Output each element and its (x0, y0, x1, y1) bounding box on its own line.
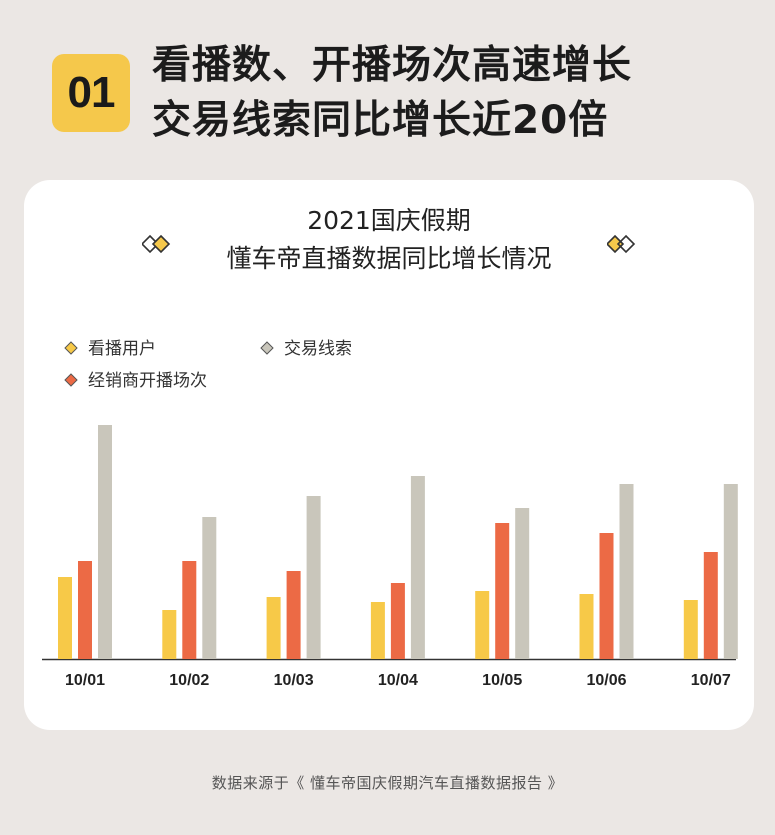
diamond-decoration-right-icon (607, 234, 636, 254)
x-tick-label: 10/07 (691, 672, 731, 689)
bar-leads-10-04 (410, 476, 425, 659)
bar-leads-10-02 (202, 517, 217, 659)
bar-sessions-10-01 (78, 561, 92, 659)
bar-viewers-10-02 (162, 610, 177, 659)
data-source-note: 数据来源于《 懂车帝国庆假期汽车直播数据报告 》 (211, 774, 564, 792)
bar-viewers-10-06 (579, 594, 594, 659)
section-number-badge: 01 (52, 54, 130, 132)
bar-leads-10-03 (306, 496, 321, 659)
bar-sessions-10-06 (599, 533, 614, 659)
bar-sessions-10-03 (286, 571, 301, 659)
legend-label-leads: 交易线索 (284, 339, 352, 359)
chart-title-line-2: 懂车帝直播数据同比增长情况 (226, 244, 552, 273)
legend-item-leads: 交易线索 (260, 338, 352, 360)
chart-title: 2021国庆假期 懂车帝直播数据同比增长情况 (24, 202, 754, 278)
legend-diamond-leads-icon (260, 340, 274, 355)
legend-item-viewers: 看播用户 (64, 338, 156, 360)
legend-diamond-sessions-icon (64, 372, 78, 387)
bar-sessions-10-05 (495, 523, 510, 659)
x-tick-label: 10/06 (586, 672, 626, 689)
legend-diamond-viewers-icon (64, 340, 78, 355)
legend-item-sessions: 经销商开播场次 (64, 370, 207, 392)
legend-label-viewers: 看播用户 (88, 339, 156, 359)
chart-card: 2021国庆假期 懂车帝直播数据同比增长情况 看播用户 交易线索 经销商开播场次… (24, 180, 754, 730)
legend-label-sessions: 经销商开播场次 (88, 371, 207, 391)
x-tick-label: 10/05 (482, 672, 522, 689)
chart-title-line-1: 2021国庆假期 (307, 206, 471, 235)
x-tick-label: 10/04 (378, 672, 418, 689)
header: 01 看播数、开播场次高速增长 交易线索同比增长近20倍 (52, 36, 752, 166)
bar-leads-10-06 (619, 484, 634, 659)
bar-sessions-10-02 (182, 561, 197, 659)
headline-line-1: 看播数、开播场次高速增长 (152, 43, 633, 88)
headline-line-2: 交易线索同比增长近20倍 (152, 98, 609, 143)
bar-viewers-10-07 (683, 600, 698, 659)
bar-viewers-10-03 (266, 597, 281, 659)
x-tick-label: 10/01 (65, 672, 105, 689)
x-tick-label: 10/03 (274, 672, 314, 689)
bar-sessions-10-04 (390, 583, 405, 659)
bar-leads-10-01 (98, 425, 112, 659)
bar-viewers-10-05 (475, 591, 490, 659)
bar-leads-10-05 (515, 508, 530, 659)
bar-sessions-10-07 (703, 552, 718, 659)
headline: 看播数、开播场次高速增长 交易线索同比增长近20倍 (152, 38, 752, 148)
bar-chart: 10/01 10/02 10/03 10/04 10/05 10/06 10/07 (42, 425, 738, 689)
x-tick-label: 10/02 (169, 672, 209, 689)
bar-leads-10-07 (723, 484, 738, 659)
diamond-decoration-left-icon (142, 234, 171, 254)
bar-viewers-10-01 (58, 577, 72, 659)
bar-viewers-10-04 (370, 602, 385, 659)
